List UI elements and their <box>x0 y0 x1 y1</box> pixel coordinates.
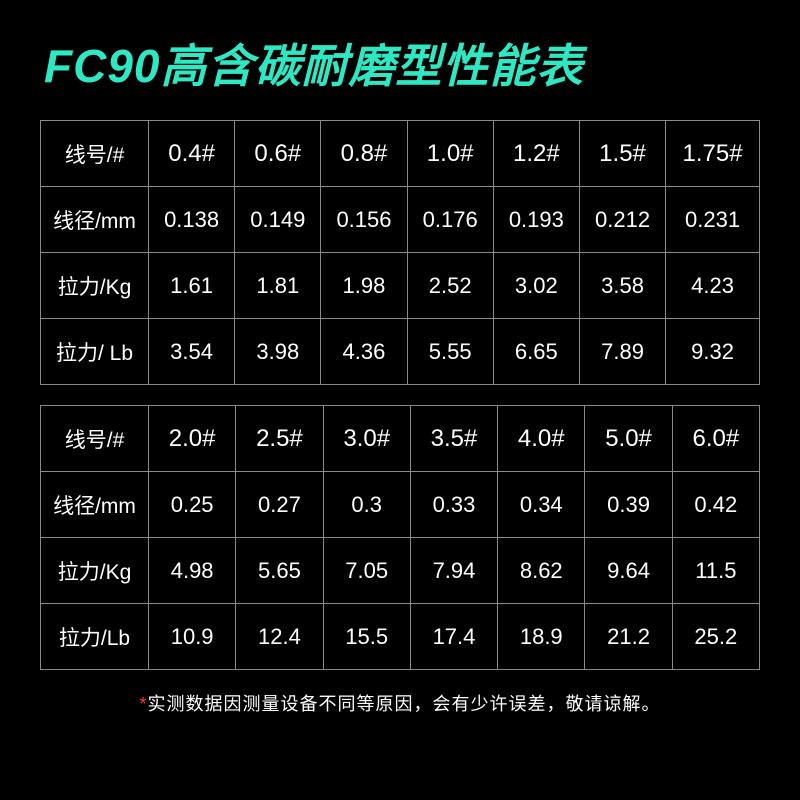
row-label: 线号/# <box>41 121 149 187</box>
page-title: FC90高含碳耐磨型性能表 <box>40 30 760 96</box>
cell: 3.02 <box>493 253 579 319</box>
row-label: 拉力/Kg <box>41 253 149 319</box>
footnote: *实测数据因测量设备不同等原因，会有少许误差，敬请谅解。 <box>40 690 760 716</box>
cell: 0.3 <box>323 472 410 538</box>
cell: 17.4 <box>410 604 497 670</box>
footnote-highlight: 实测数据 <box>148 694 224 714</box>
col-header: 2.5# <box>236 406 323 472</box>
col-header: 3.0# <box>323 406 410 472</box>
table-row: 拉力/Kg 4.98 5.65 7.05 7.94 8.62 9.64 11.5 <box>41 538 760 604</box>
cell: 9.32 <box>666 319 760 385</box>
col-header: 1.5# <box>579 121 665 187</box>
cell: 4.36 <box>321 319 407 385</box>
spec-table-2: 线号/# 2.0# 2.5# 3.0# 3.5# 4.0# 5.0# 6.0# … <box>40 405 760 670</box>
col-header: 1.75# <box>666 121 760 187</box>
cell: 3.58 <box>579 253 665 319</box>
table-row: 线径/mm 0.25 0.27 0.3 0.33 0.34 0.39 0.42 <box>41 472 760 538</box>
col-header: 5.0# <box>585 406 672 472</box>
cell: 5.65 <box>236 538 323 604</box>
cell: 0.33 <box>410 472 497 538</box>
cell: 4.23 <box>666 253 760 319</box>
col-header: 4.0# <box>498 406 585 472</box>
col-header: 2.0# <box>149 406 236 472</box>
cell: 11.5 <box>672 538 759 604</box>
row-label: 线号/# <box>41 406 149 472</box>
col-header: 0.8# <box>321 121 407 187</box>
cell: 0.149 <box>235 187 321 253</box>
cell: 3.54 <box>149 319 235 385</box>
spec-sheet: FC90高含碳耐磨型性能表 线号/# 0.4# 0.6# 0.8# 1.0# 1… <box>0 0 800 736</box>
footnote-text: 因测量设备不同等原因，会有少许误差，敬请谅解。 <box>224 694 661 714</box>
cell: 5.55 <box>407 319 493 385</box>
col-header: 1.0# <box>407 121 493 187</box>
cell: 21.2 <box>585 604 672 670</box>
cell: 0.34 <box>498 472 585 538</box>
col-header: 3.5# <box>410 406 497 472</box>
cell: 7.05 <box>323 538 410 604</box>
table-row: 拉力/Kg 1.61 1.81 1.98 2.52 3.02 3.58 4.23 <box>41 253 760 319</box>
row-label: 拉力/ Lb <box>41 319 149 385</box>
col-header: 6.0# <box>672 406 759 472</box>
cell: 0.39 <box>585 472 672 538</box>
cell: 0.156 <box>321 187 407 253</box>
cell: 0.231 <box>666 187 760 253</box>
cell: 1.98 <box>321 253 407 319</box>
cell: 0.138 <box>149 187 235 253</box>
col-header: 1.2# <box>493 121 579 187</box>
spec-table-1: 线号/# 0.4# 0.6# 0.8# 1.0# 1.2# 1.5# 1.75#… <box>40 120 760 385</box>
cell: 0.176 <box>407 187 493 253</box>
table-row: 线号/# 0.4# 0.6# 0.8# 1.0# 1.2# 1.5# 1.75# <box>41 121 760 187</box>
cell: 7.89 <box>579 319 665 385</box>
table-row: 线径/mm 0.138 0.149 0.156 0.176 0.193 0.21… <box>41 187 760 253</box>
cell: 6.65 <box>493 319 579 385</box>
cell: 8.62 <box>498 538 585 604</box>
row-label: 线径/mm <box>41 187 149 253</box>
cell: 0.212 <box>579 187 665 253</box>
table-row: 拉力/ Lb 3.54 3.98 4.36 5.55 6.65 7.89 9.3… <box>41 319 760 385</box>
cell: 7.94 <box>410 538 497 604</box>
footnote-star: * <box>139 694 147 714</box>
cell: 18.9 <box>498 604 585 670</box>
cell: 9.64 <box>585 538 672 604</box>
cell: 3.98 <box>235 319 321 385</box>
cell: 1.81 <box>235 253 321 319</box>
cell: 0.193 <box>493 187 579 253</box>
cell: 10.9 <box>149 604 236 670</box>
cell: 0.42 <box>672 472 759 538</box>
cell: 12.4 <box>236 604 323 670</box>
cell: 1.61 <box>149 253 235 319</box>
cell: 15.5 <box>323 604 410 670</box>
row-label: 拉力/Lb <box>41 604 149 670</box>
cell: 0.27 <box>236 472 323 538</box>
cell: 4.98 <box>149 538 236 604</box>
row-label: 线径/mm <box>41 472 149 538</box>
col-header: 0.6# <box>235 121 321 187</box>
cell: 2.52 <box>407 253 493 319</box>
cell: 25.2 <box>672 604 759 670</box>
row-label: 拉力/Kg <box>41 538 149 604</box>
col-header: 0.4# <box>149 121 235 187</box>
cell: 0.25 <box>149 472 236 538</box>
table-row: 拉力/Lb 10.9 12.4 15.5 17.4 18.9 21.2 25.2 <box>41 604 760 670</box>
table-row: 线号/# 2.0# 2.5# 3.0# 3.5# 4.0# 5.0# 6.0# <box>41 406 760 472</box>
